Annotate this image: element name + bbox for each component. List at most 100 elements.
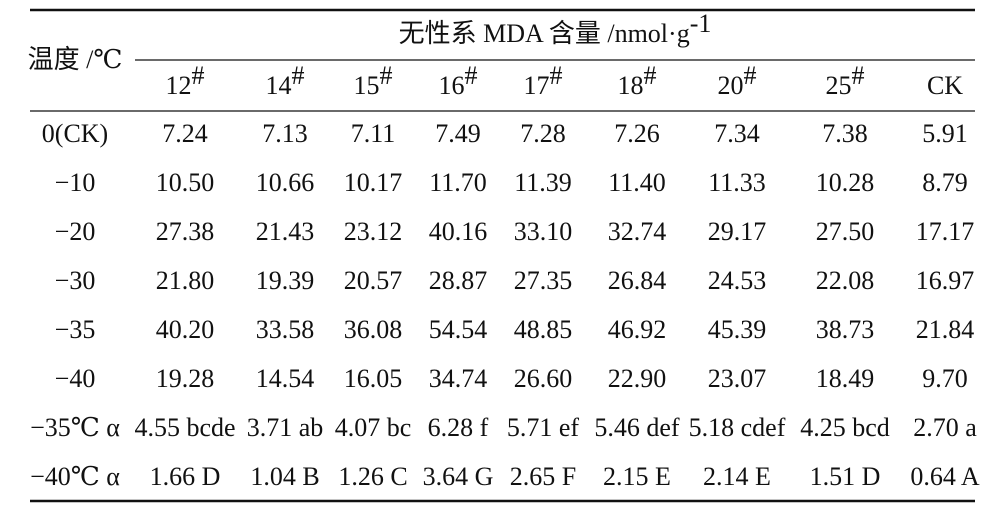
cell: 6.28 f bbox=[428, 413, 489, 442]
cell: 21.80 bbox=[156, 266, 215, 295]
cell: 9.70 bbox=[922, 364, 968, 393]
cell: 21.43 bbox=[256, 217, 315, 246]
cell: 11.39 bbox=[514, 168, 572, 197]
column-header-sup: # bbox=[380, 61, 393, 90]
row-label: −10 bbox=[55, 168, 96, 197]
row-label: −35 bbox=[55, 315, 96, 344]
column-header: 16# bbox=[439, 61, 478, 100]
group-header-text: 无性系 MDA 含量 /nmol·g bbox=[399, 19, 690, 48]
cell: 26.60 bbox=[514, 364, 573, 393]
column-header-text: 15 bbox=[354, 71, 380, 100]
cell: 7.24 bbox=[162, 119, 208, 148]
cell: 23.07 bbox=[708, 364, 767, 393]
column-header-sup: # bbox=[292, 61, 305, 90]
row-label: −35℃ α bbox=[30, 413, 120, 442]
column-header-sup: # bbox=[852, 61, 865, 90]
cell: 11.40 bbox=[608, 168, 666, 197]
cell: 5.71 ef bbox=[507, 413, 580, 442]
cell: 28.87 bbox=[429, 266, 488, 295]
column-header-text: CK bbox=[927, 71, 963, 100]
cell: 1.26 C bbox=[338, 462, 407, 491]
cell: 7.38 bbox=[822, 119, 868, 148]
column-header-sup: # bbox=[550, 61, 563, 90]
cell: 0.64 A bbox=[910, 462, 980, 491]
cell: 3.71 ab bbox=[247, 413, 324, 442]
cell: 19.39 bbox=[256, 266, 315, 295]
cell: 1.66 D bbox=[150, 462, 221, 491]
column-header-sup: # bbox=[465, 61, 478, 90]
cell: 38.73 bbox=[816, 315, 875, 344]
cell: 33.58 bbox=[256, 315, 315, 344]
column-header-sup: # bbox=[744, 61, 757, 90]
column-header-text: 18 bbox=[618, 71, 644, 100]
cell: 4.55 bcde bbox=[134, 413, 235, 442]
row-label: 0(CK) bbox=[42, 119, 108, 148]
cell: 34.74 bbox=[429, 364, 488, 393]
column-header-text: 17 bbox=[524, 71, 550, 100]
row-label: −20 bbox=[55, 217, 96, 246]
column-header: 25# bbox=[826, 61, 865, 100]
cell: 19.28 bbox=[156, 364, 215, 393]
row-label: −40 bbox=[55, 364, 96, 393]
cell: 7.28 bbox=[520, 119, 566, 148]
cell: 2.65 F bbox=[510, 462, 576, 491]
row-label: −30 bbox=[55, 266, 96, 295]
cell: 7.13 bbox=[262, 119, 308, 148]
column-header: 17# bbox=[524, 61, 563, 100]
cell: 5.46 def bbox=[594, 413, 680, 442]
group-header: 无性系 MDA 含量 /nmol·g-1 bbox=[399, 9, 712, 48]
group-header-sup: -1 bbox=[690, 9, 712, 38]
cell: 22.08 bbox=[816, 266, 875, 295]
column-header-text: 20 bbox=[718, 71, 744, 100]
cell: 21.84 bbox=[916, 315, 975, 344]
cell: 14.54 bbox=[256, 364, 315, 393]
column-header: 14# bbox=[266, 61, 305, 100]
cell: 10.66 bbox=[256, 168, 315, 197]
cell: 5.18 cdef bbox=[689, 413, 786, 442]
column-header: CK bbox=[927, 71, 963, 100]
cell: 40.20 bbox=[156, 315, 215, 344]
column-header-text: 25 bbox=[826, 71, 852, 100]
cell: 5.91 bbox=[922, 119, 968, 148]
cell: 36.08 bbox=[344, 315, 403, 344]
cell: 7.49 bbox=[435, 119, 481, 148]
cell: 2.14 E bbox=[703, 462, 771, 491]
cell: 24.53 bbox=[708, 266, 767, 295]
cell: 2.15 E bbox=[603, 462, 671, 491]
cell: 46.92 bbox=[608, 315, 667, 344]
cell: 3.64 G bbox=[423, 462, 494, 491]
row-label: −40℃ α bbox=[30, 462, 120, 491]
cell: 32.74 bbox=[608, 217, 667, 246]
cell: 1.51 D bbox=[810, 462, 881, 491]
cell: 11.33 bbox=[708, 168, 766, 197]
row-header: 温度 /℃ bbox=[28, 45, 123, 74]
cell: 18.49 bbox=[816, 364, 875, 393]
cell: 10.50 bbox=[156, 168, 215, 197]
cell: 8.79 bbox=[922, 168, 968, 197]
cell: 1.04 B bbox=[250, 462, 319, 491]
cell: 16.05 bbox=[344, 364, 403, 393]
cell: 4.07 bc bbox=[335, 413, 412, 442]
column-header: 15# bbox=[354, 61, 393, 100]
cell: 17.17 bbox=[916, 217, 975, 246]
cell: 22.90 bbox=[608, 364, 667, 393]
cell: 20.57 bbox=[344, 266, 403, 295]
cell: 40.16 bbox=[429, 217, 488, 246]
column-header: 20# bbox=[718, 61, 757, 100]
cell: 16.97 bbox=[916, 266, 975, 295]
cell: 54.54 bbox=[429, 315, 488, 344]
cell: 26.84 bbox=[608, 266, 667, 295]
cell: 27.50 bbox=[816, 217, 875, 246]
cell: 23.12 bbox=[344, 217, 403, 246]
cell: 7.26 bbox=[614, 119, 660, 148]
column-header-text: 14 bbox=[266, 71, 292, 100]
cell: 48.85 bbox=[514, 315, 573, 344]
column-header-sup: # bbox=[192, 61, 205, 90]
cell: 27.35 bbox=[514, 266, 573, 295]
cell: 7.11 bbox=[351, 119, 396, 148]
cell: 33.10 bbox=[514, 217, 573, 246]
column-header-text: 12 bbox=[166, 71, 192, 100]
column-header: 12# bbox=[166, 61, 205, 100]
cell: 10.28 bbox=[816, 168, 875, 197]
